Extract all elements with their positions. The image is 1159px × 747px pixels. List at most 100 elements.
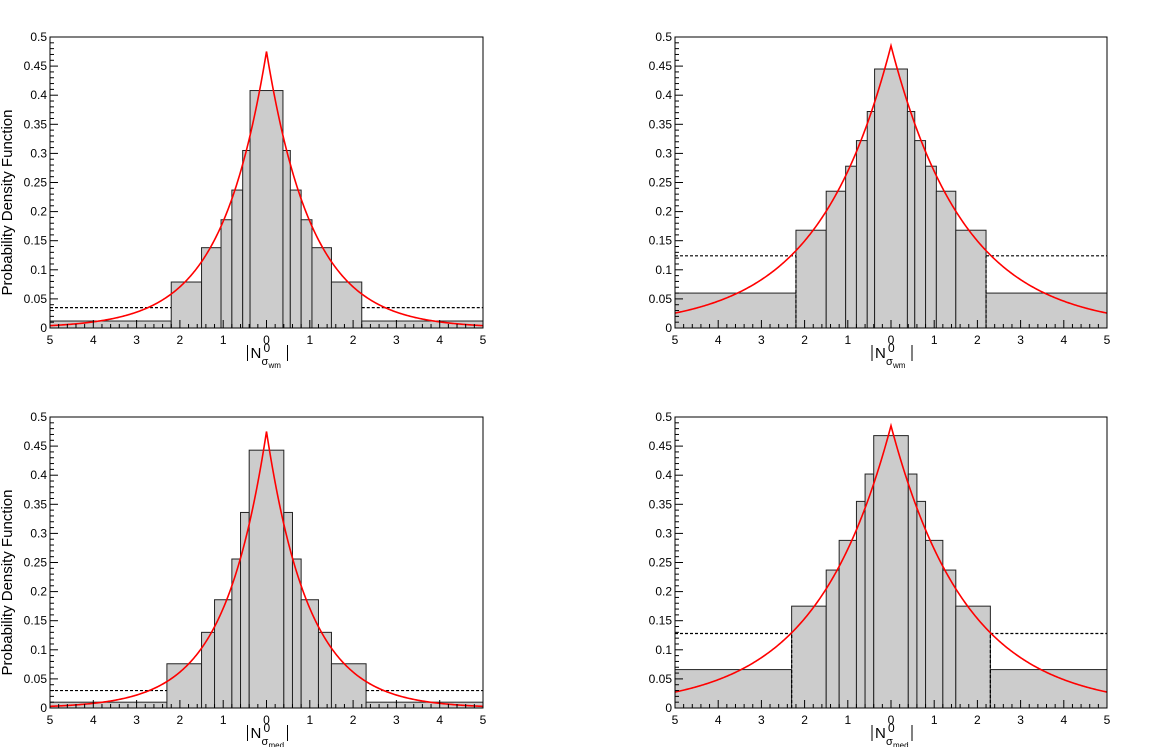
y-tick-label: 0.1 [30,263,47,277]
y-tick-label: 0 [665,321,672,335]
histogram-bin-11 [330,281,363,329]
x-tick-label: 1 [306,713,313,727]
histogram-bin-12 [989,669,1108,709]
y-tick-label: 0.3 [30,146,47,160]
x-title-superscript: 0 [888,721,895,735]
x-title-symbol: N [875,345,886,362]
x-tick-label: 2 [177,333,184,347]
histogram-bin-8 [916,500,927,709]
histogram-bin-3 [845,165,857,329]
x-tick-label: 2 [974,333,981,347]
histogram-bin-8 [289,189,302,329]
fit-curve [674,42,1108,314]
y-axis-title: Probability Density Function [0,490,16,676]
histogram-bin-10 [317,631,332,709]
histogram-bin-3 [838,539,857,709]
x-tick-label: 2 [177,713,184,727]
y-tick-label: 0.3 [655,526,672,540]
y-tick-label: 0.05 [24,292,48,306]
y-tick-label: 0.05 [649,292,673,306]
x-title-symbol: N [251,725,262,742]
x-tick-label: 2 [801,333,808,347]
x-title-subscript: σ [886,736,893,747]
histogram-bin-5 [864,473,875,709]
y-tick-label: 0.15 [24,614,48,628]
y-tick-label: 0.5 [655,30,672,44]
y-tick-label: 0.05 [649,672,673,686]
fit-curve [49,431,484,708]
x-tick-label: 4 [715,713,722,727]
y-tick-label: 0.45 [24,439,48,453]
x-title-subsubscript: med [269,741,285,747]
y-tick-label: 0.1 [655,643,672,657]
x-tick-label: 1 [306,333,313,347]
histogram-bin-2 [201,631,216,709]
panel-bottom-left: 0 0.05 0.1 0.15 0.2 0.25 0.3 0.35 0.4 0.45 0.5 5 4 3 2… [0,410,487,747]
x-tick-label: 5 [480,713,487,727]
x-title-superscript: 0 [264,341,271,355]
x-tick-label: 4 [90,713,97,727]
x-tick-label: 3 [758,713,765,727]
y-tick-label: 0.3 [30,526,47,540]
y-tick-label: 0.45 [649,439,673,453]
x-title-superscript: 0 [888,341,895,355]
histogram-bin-1 [795,229,827,329]
y-tick-label: 0.5 [30,410,47,424]
histogram-bin-4 [855,500,866,709]
y-tick-label: 0.3 [655,146,672,160]
histogram-bin-6 [873,435,909,709]
y-tick-label: 0.25 [649,176,673,190]
x-tick-label: 3 [393,333,400,347]
histogram-bin-3 [220,219,233,329]
x-tick-label: 1 [220,713,227,727]
x-tick-label: 5 [480,333,487,347]
y-tick-label: 0.4 [655,88,672,102]
histogram-bin-6 [248,449,285,709]
y-tick-label: 0.4 [30,468,47,482]
x-tick-label: 4 [1060,713,1067,727]
histogram-bin-1 [166,663,203,709]
y-tick-label: 0.25 [649,556,673,570]
y-tick-label: 0.1 [655,263,672,277]
histogram-bin-5 [242,149,251,329]
x-tick-label: 0 [263,713,270,727]
x-title-symbol: N [875,725,886,742]
x-tick-label: 2 [350,333,357,347]
x-tick-label: 3 [393,713,400,727]
histogram-bin-7 [282,149,291,329]
histogram-bin-12 [985,292,1108,329]
panel-top-left: 0 0.05 0.1 0.15 0.2 0.25 0.3 0.35 0.4 0.45 0.5 5 4 3 2… [0,30,487,370]
x-tick-label: 4 [715,333,722,347]
x-tick-label: 5 [47,713,54,727]
x-tick-label: 0 [263,333,270,347]
x-tick-label: 3 [1017,713,1024,727]
y-tick-label: 0 [40,321,47,335]
x-axis-title: N 0σ med [871,721,913,747]
y-tick-label: 0 [665,701,672,715]
histogram-bin-10 [311,247,332,329]
y-tick-label: 0.2 [30,585,47,599]
histogram-bin-11 [330,663,367,709]
x-tick-label: 3 [1017,333,1024,347]
x-tick-label: 4 [436,713,443,727]
histogram-bin-11 [955,229,987,329]
x-title-subscript: σ [262,356,269,368]
histogram-bin-7 [907,473,918,709]
y-tick-label: 0.15 [649,614,673,628]
x-axis-title: N 0σ med [247,721,288,747]
histogram-bin-4 [231,189,244,329]
y-tick-label: 0 [40,701,47,715]
x-tick-label: 1 [931,713,938,727]
y-tick-label: 0.35 [24,497,48,511]
x-tick-label: 2 [974,713,981,727]
y-tick-label: 0.45 [649,59,673,73]
x-tick-label: 3 [133,713,140,727]
x-tick-label: 0 [888,333,895,347]
x-tick-label: 1 [844,333,851,347]
y-tick-label: 0.2 [655,585,672,599]
x-tick-label: 4 [1060,333,1067,347]
y-tick-label: 0.2 [655,205,672,219]
x-title-subscript: σ [886,356,893,368]
x-tick-label: 4 [436,333,443,347]
